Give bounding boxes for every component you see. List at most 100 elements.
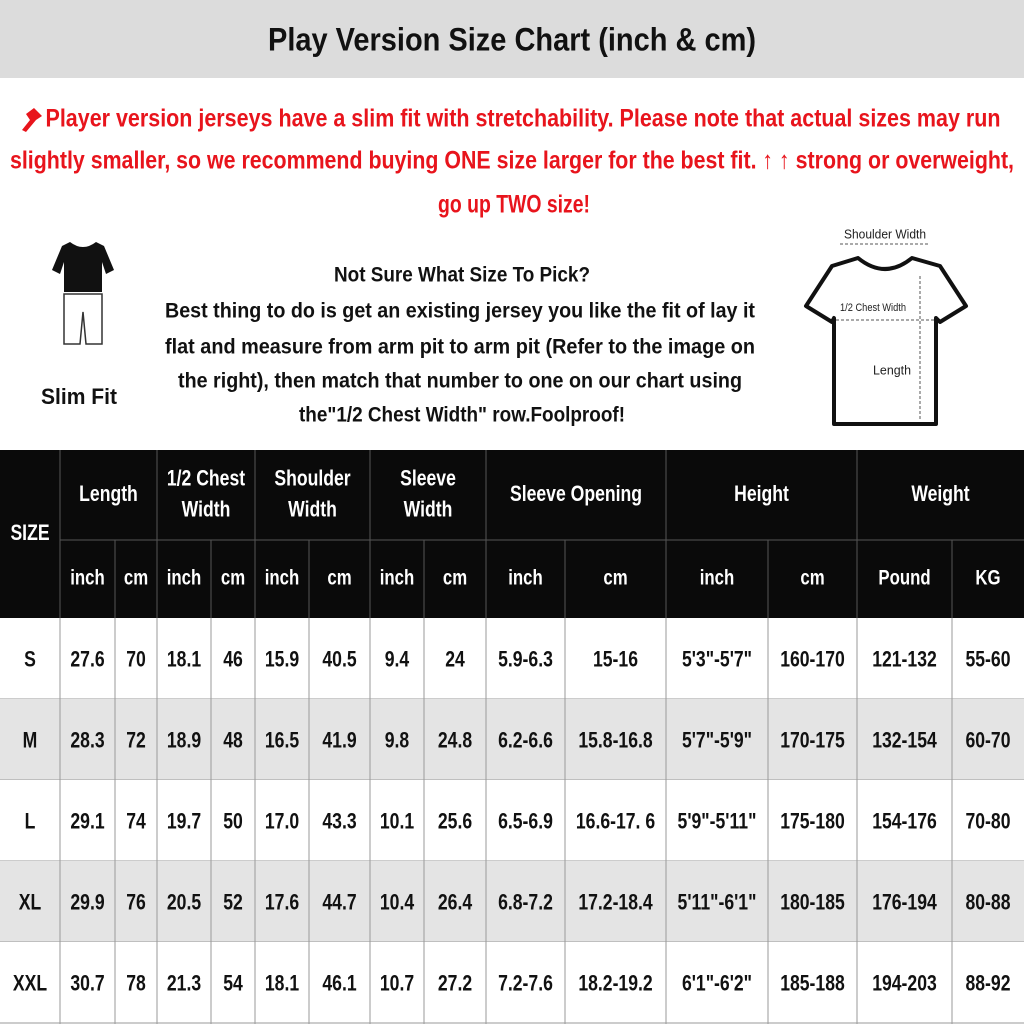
unit-header: inch [167,567,202,590]
group-header: Sleeve [400,465,456,490]
cell: 46 [223,646,243,671]
cell: 5'11"-6'1" [678,889,757,914]
cell: 121-132 [872,646,937,671]
size-cell: M [23,727,38,752]
cell: 9.4 [385,646,410,671]
guide-line: the"1/2 Chest Width" row.Foolproof! [299,404,625,427]
row-bg [0,861,1024,942]
cell: 27.6 [70,646,104,671]
size-cell: XL [19,889,42,914]
guide-line: flat and measure from arm pit to arm pit… [165,336,755,359]
cell: 55-60 [965,646,1010,671]
cell: 6'1"-6'2" [682,970,752,995]
cell: 9.8 [385,727,409,752]
tee-diagram [804,243,968,426]
notice: Player version jerseys have a slim fit w… [10,105,1014,219]
cell: 18.1 [265,970,299,995]
cell: 28.3 [70,727,104,752]
cell: 5'3"-5'7" [682,646,752,671]
cell: 6.5-6.9 [498,808,553,833]
group-header: Sleeve Opening [510,481,642,506]
pin-icon [22,108,42,132]
guide-line: the right), then match that number to on… [178,370,742,393]
unit-header: inch [265,567,300,590]
unit-header: KG [975,567,1000,590]
cell: 46.1 [322,970,356,995]
cell: 18.9 [167,727,201,752]
cell: 29.9 [70,889,104,914]
cell: 70 [126,646,146,671]
cell: 170-175 [780,727,845,752]
cell: 7.2-7.6 [498,970,553,995]
cell: 16.6-17. 6 [576,808,655,833]
cell: 78 [126,970,146,995]
cell: 25.6 [438,808,472,833]
slim-fit-icon [52,242,114,345]
header-bg [0,450,1024,618]
unit-header: inch [380,567,415,590]
unit-header: cm [327,567,351,590]
cell: 15-16 [593,646,638,671]
cell: 72 [126,727,146,752]
cell: 175-180 [780,808,845,833]
cell: 26.4 [438,889,473,914]
cell: 18.2-19.2 [578,970,652,995]
cell: 17.2-18.4 [578,889,653,914]
cell: 21.3 [167,970,201,995]
cell: 48 [223,727,243,752]
size-cell: S [24,646,36,671]
unit-header: cm [443,567,467,590]
cell: 88-92 [965,970,1010,995]
cell: 60-70 [965,727,1010,752]
unit-header: Pound [878,567,930,590]
group-header: Length [79,481,138,506]
row-bg [0,699,1024,780]
row-bg [0,780,1024,861]
cell: 17.6 [265,889,299,914]
cell: 30.7 [70,970,104,995]
unit-header: inch [700,567,735,590]
cell: 6.2-6.6 [498,727,553,752]
cell: 80-88 [965,889,1010,914]
cell: 5.9-6.3 [498,646,553,671]
group-header: 1/2 Chest [167,465,246,490]
unit-header: inch [70,567,105,590]
cell: 15.8-16.8 [578,727,652,752]
group-header: Width [288,496,337,521]
cell: 43.3 [322,808,356,833]
unit-header: cm [800,567,824,590]
size-cell: XXL [13,970,47,995]
cell: 24.8 [438,727,472,752]
group-header: Shoulder [274,465,351,490]
notice-line: slightly smaller, so we recommend buying… [10,147,1014,175]
size-cell: L [25,808,36,833]
unit-header: cm [124,567,148,590]
cell: 19.7 [167,808,201,833]
cell: 5'7"-5'9" [682,727,752,752]
unit-header: cm [603,567,627,590]
notice-line: Player version jerseys have a slim fit w… [46,105,1001,133]
row-bg [0,942,1024,1023]
cell: 15.9 [265,646,299,671]
cell: 52 [223,889,243,914]
cell: 160-170 [780,646,845,671]
fit-label: Slim Fit [41,384,118,409]
group-header: Width [404,496,453,521]
cell: 20.5 [167,889,201,914]
cell: 194-203 [872,970,937,995]
cell: 70-80 [965,808,1010,833]
cell: 74 [126,808,146,833]
unit-header: inch [508,567,543,590]
cell: 5'9"-5'11" [678,808,757,833]
cell: 18.1 [167,646,201,671]
cell: 180-185 [780,889,845,914]
cell: 185-188 [780,970,845,995]
cell: 10.7 [380,970,414,995]
diagram-label: Shoulder Width [844,226,926,241]
diagram-label: Length [873,362,911,377]
cell: 54 [223,970,243,995]
title: Play Version Size Chart (inch & cm) [268,21,756,57]
cell: 154-176 [872,808,937,833]
